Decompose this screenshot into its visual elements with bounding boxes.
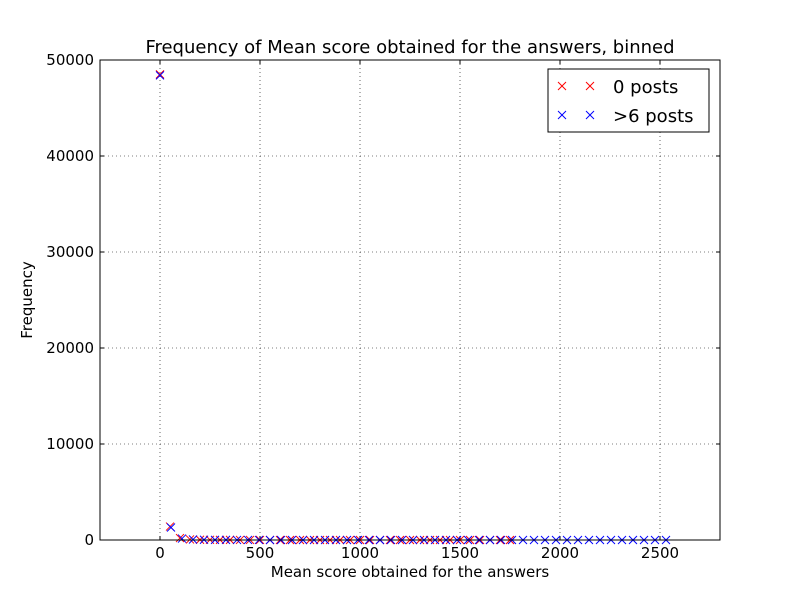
data-point-series1-1 bbox=[166, 523, 176, 532]
x-tick-label-0: 0 bbox=[155, 544, 165, 562]
x-tick-label-500: 500 bbox=[246, 544, 275, 562]
x-tick-label-2000: 2000 bbox=[541, 544, 579, 562]
chart-title: Frequency of Mean score obtained for the… bbox=[145, 37, 674, 58]
x-axis-label: Mean score obtained for the answers bbox=[271, 563, 550, 581]
y-tick-label-30000: 30000 bbox=[46, 243, 94, 261]
y-tick-label-0: 0 bbox=[84, 531, 94, 549]
legend-label-0-posts: 0 posts bbox=[613, 77, 678, 98]
legend-marker-a-series0 bbox=[557, 81, 567, 91]
legend-marker-b-series1 bbox=[585, 110, 595, 120]
legend: 0 posts >6 posts bbox=[547, 68, 710, 133]
legend-marker-b-series0 bbox=[585, 81, 595, 91]
legend-marker-a-series1 bbox=[557, 110, 567, 120]
y-axis-label: Frequency bbox=[18, 261, 36, 339]
legend-box bbox=[547, 68, 710, 133]
axis-ticks: 0 500 1000 1500 2000 2500 0 10000 20000 30000 4000… bbox=[46, 51, 720, 562]
data-point-series0-3 bbox=[185, 535, 195, 544]
x-tick-label-1000: 1000 bbox=[341, 544, 379, 562]
y-tick-label-50000: 50000 bbox=[46, 51, 94, 69]
x-tick-label-2500: 2500 bbox=[641, 544, 679, 562]
y-tick-label-20000: 20000 bbox=[46, 339, 94, 357]
data-point-series0-2 bbox=[175, 533, 185, 543]
y-tick-label-40000: 40000 bbox=[46, 147, 94, 165]
plot-frame bbox=[99, 59, 721, 541]
y-tick-label-10000: 10000 bbox=[46, 435, 94, 453]
data-point-series1-2 bbox=[177, 534, 187, 543]
data-point-series1-0 bbox=[155, 71, 165, 80]
legend-label-6-posts: >6 posts bbox=[613, 106, 694, 127]
x-tick-label-1500: 1500 bbox=[441, 544, 479, 562]
data-point-series0-0 bbox=[155, 70, 165, 79]
